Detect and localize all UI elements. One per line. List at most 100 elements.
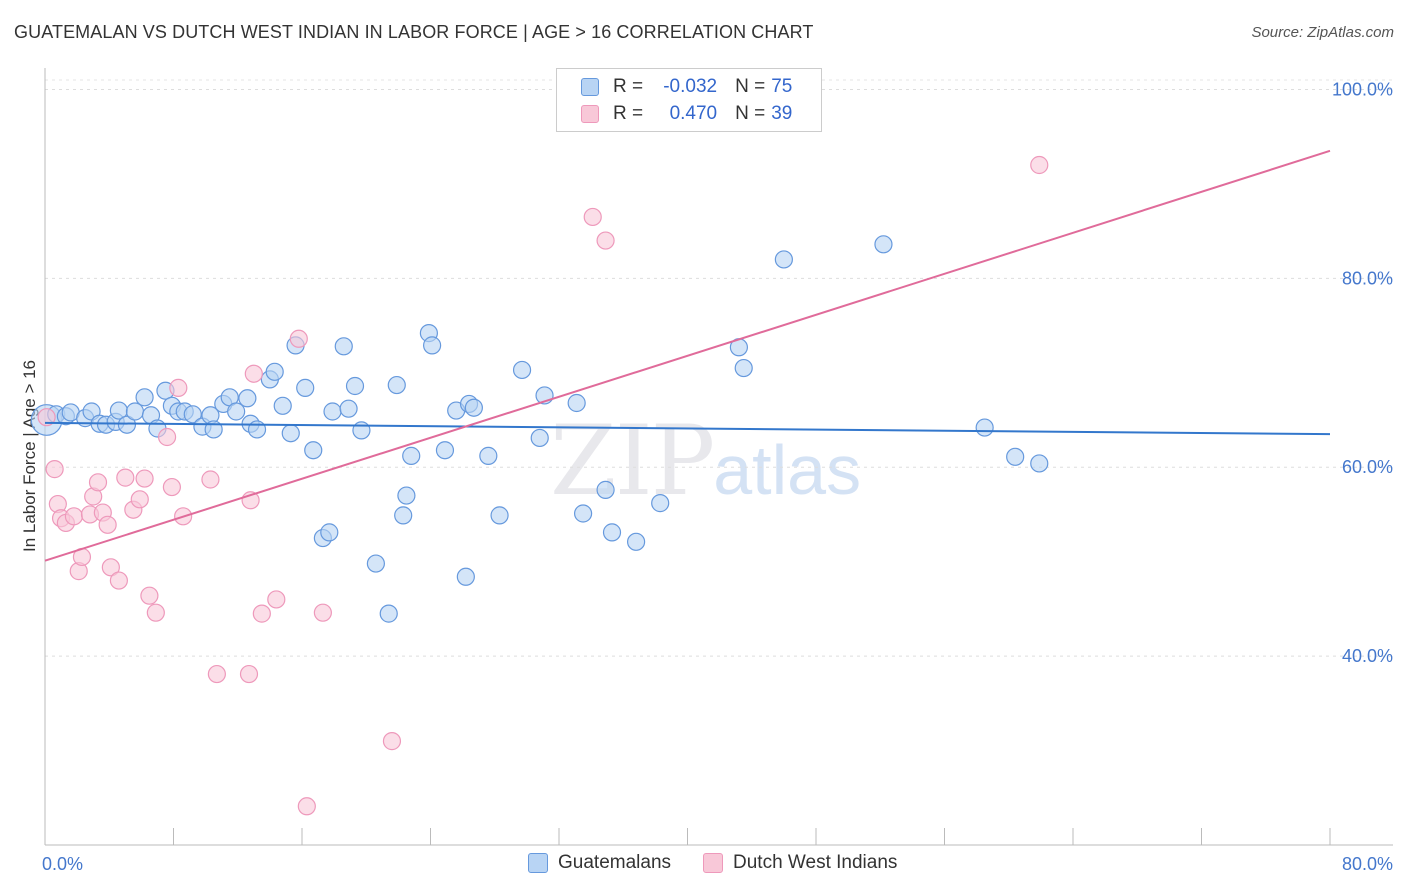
legend-n-label: N = [735,103,766,124]
guatemalan-point [435,441,455,460]
dutch-west-indian-point [135,469,154,488]
guatemalan-point [651,494,670,513]
legend-r-label: R = [613,103,644,124]
dutch-west-indian-point [146,603,165,622]
dutch-west-indian-point [64,507,84,526]
y-tick-label: 40.0% [1342,646,1393,666]
dutch-west-indian-trend-line [44,149,1331,562]
guatemalan-point [975,418,994,437]
guatemalan-point [379,604,398,623]
guatemalan-point [320,523,339,542]
guatemalan-point [339,399,358,418]
dutch-west-indian-point [37,408,56,427]
dutch-west-indian-point [1030,155,1049,175]
legend-row-guatemalans: R = -0.032 N = 75 [581,74,792,100]
guatemalan-point [734,358,753,378]
guatemalan-point [456,567,475,586]
legend-swatch-guatemalans [581,78,599,96]
dutch-west-indian-point [252,604,271,623]
guatemalan-point [602,523,622,542]
guatemalan-point [512,360,532,380]
legend-r-value: -0.032 [663,76,718,97]
y-tick-label: 100.0% [1332,79,1393,99]
guatemalan-point [247,420,267,439]
guatemalan-point [281,424,300,443]
series-label-dutch-west-indians: Dutch West Indians [733,852,898,873]
series-label-guatemalans: Guatemalans [558,852,672,873]
y-tick-label: 60.0% [1342,457,1393,477]
series-swatch-dutch-west-indians [703,853,724,873]
guatemalan-point [273,396,292,415]
dutch-west-indian-point [382,732,402,751]
dutch-west-indian-point [130,490,149,509]
dutch-west-indian-point [140,586,159,605]
series-legend: Guatemalans Dutch West Indians [528,852,929,874]
guatemalan-point [345,376,365,396]
watermark-atlas: atlas [713,431,862,509]
dutch-west-indian-point [596,231,615,250]
dutch-west-indian-point [289,329,308,348]
guatemalan-point [397,486,416,505]
guatemalan-point [304,441,323,460]
legend-n-value: 39 [771,103,793,124]
guatemalan-point [387,375,406,395]
guatemalan-point [1006,447,1025,466]
dutch-west-indian-point [116,468,135,487]
guatemalan-point [567,393,586,413]
guatemalan-point [490,506,509,525]
dutch-west-indian-point [297,797,316,816]
guatemalan-point [402,446,421,465]
dutch-west-indian-point [207,664,226,684]
legend-n-value: 75 [771,76,793,97]
guatemalan-point [334,337,353,356]
x-tick-label: 0.0% [42,854,83,874]
dutch-west-indian-point [162,477,181,497]
guatemalan-point [874,235,893,254]
guatemalan-point [183,405,202,424]
source-label: Source: ZipAtlas.com [1251,24,1394,41]
series-legend-item-guatemalans[interactable]: Guatemalans [528,852,671,874]
dutch-west-indian-point [45,460,64,479]
chart-title: GUATEMALAN VS DUTCH WEST INDIAN IN LABOR… [14,22,814,42]
guatemalan-point [479,446,498,465]
guatemalan-point [423,336,442,355]
guatemalan-point [135,388,154,407]
dutch-west-indian-point [88,473,108,492]
guatemalan-point [117,415,137,434]
guatemalan-point [265,362,284,381]
legend-n-label: N = [735,76,766,97]
dutch-west-indian-point [109,571,128,590]
guatemalan-point [596,480,615,499]
dutch-west-indian-point [101,558,120,577]
guatemalan-point [238,389,257,408]
guatemalan-trend-line [44,421,1331,436]
correlation-legend: R = -0.032 N = 75 R = 0.470 N = 39 [556,68,822,132]
legend-r-label: R = [613,76,644,97]
series-legend-item-dutch-west-indians[interactable]: Dutch West Indians [703,852,897,874]
legend-swatch-dutch-west-indians [581,105,599,123]
dutch-west-indian-point [157,427,177,447]
dutch-west-indian-point [169,378,188,397]
guatemalan-point [394,506,413,525]
guatemalan-point [774,250,793,269]
legend-row-dutch-west-indians: R = 0.470 N = 39 [581,101,792,127]
guatemalan-point [626,532,646,551]
x-tick-label: 80.0% [1342,854,1393,874]
dutch-west-indian-point [98,515,117,534]
guatemalan-point [227,402,246,421]
dutch-west-indian-point [313,603,332,622]
y-tick-label: 80.0% [1342,268,1393,288]
dutch-west-indian-point [583,207,602,227]
guatemalan-point [464,398,483,417]
guatemalan-point [366,554,385,573]
guatemalan-point [530,428,549,448]
dutch-west-indian-point [239,664,259,684]
dutch-west-indian-point [201,470,220,489]
watermark: ZIPatlas [550,405,861,517]
guatemalan-point [573,504,593,523]
legend-r-value: 0.470 [669,103,718,124]
guatemalan-point [1030,454,1049,473]
watermark-zip: ZIP [550,405,715,517]
guatemalan-point [323,402,342,421]
